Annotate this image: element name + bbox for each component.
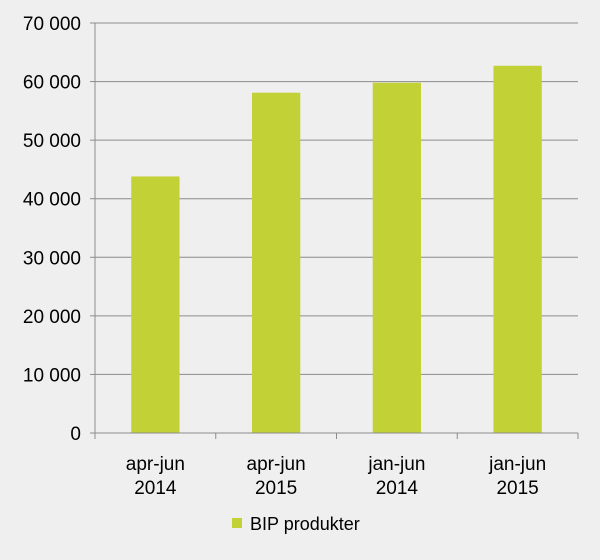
bar — [372, 82, 422, 433]
legend: BIP produkter — [232, 514, 360, 534]
y-tick-label: 10 000 — [23, 365, 81, 386]
x-tick-label: jan-jun 2015 — [488, 454, 546, 499]
x-tick-label: jan-jun 2014 — [367, 454, 425, 499]
x-tick-label: apr-jun 2015 — [247, 454, 306, 499]
bar — [251, 92, 301, 433]
legend-swatch — [232, 518, 242, 528]
y-tick-label: 60 000 — [23, 73, 81, 94]
y-tick-label: 0 — [70, 424, 81, 445]
bar — [131, 176, 180, 433]
y-tick-label: 50 000 — [23, 131, 81, 152]
legend-label: BIP produkter — [250, 514, 360, 534]
y-tick-label: 70 000 — [23, 14, 81, 35]
y-tick-label: 30 000 — [23, 248, 81, 269]
axes — [90, 22, 579, 439]
bars — [131, 65, 542, 433]
y-tick-label: 20 000 — [23, 307, 81, 328]
x-tick-labels: apr-jun 2014 apr-jun 2015 jan-jun 2014 jan-jun… — [126, 454, 546, 499]
y-tick-label: 40 000 — [23, 190, 81, 211]
bar — [493, 65, 542, 433]
y-tick-labels: 0 10 000 20 000 30 000 40 000 50 000 60 000 70 … — [23, 14, 81, 445]
x-tick-label: apr-jun 2014 — [126, 454, 185, 499]
